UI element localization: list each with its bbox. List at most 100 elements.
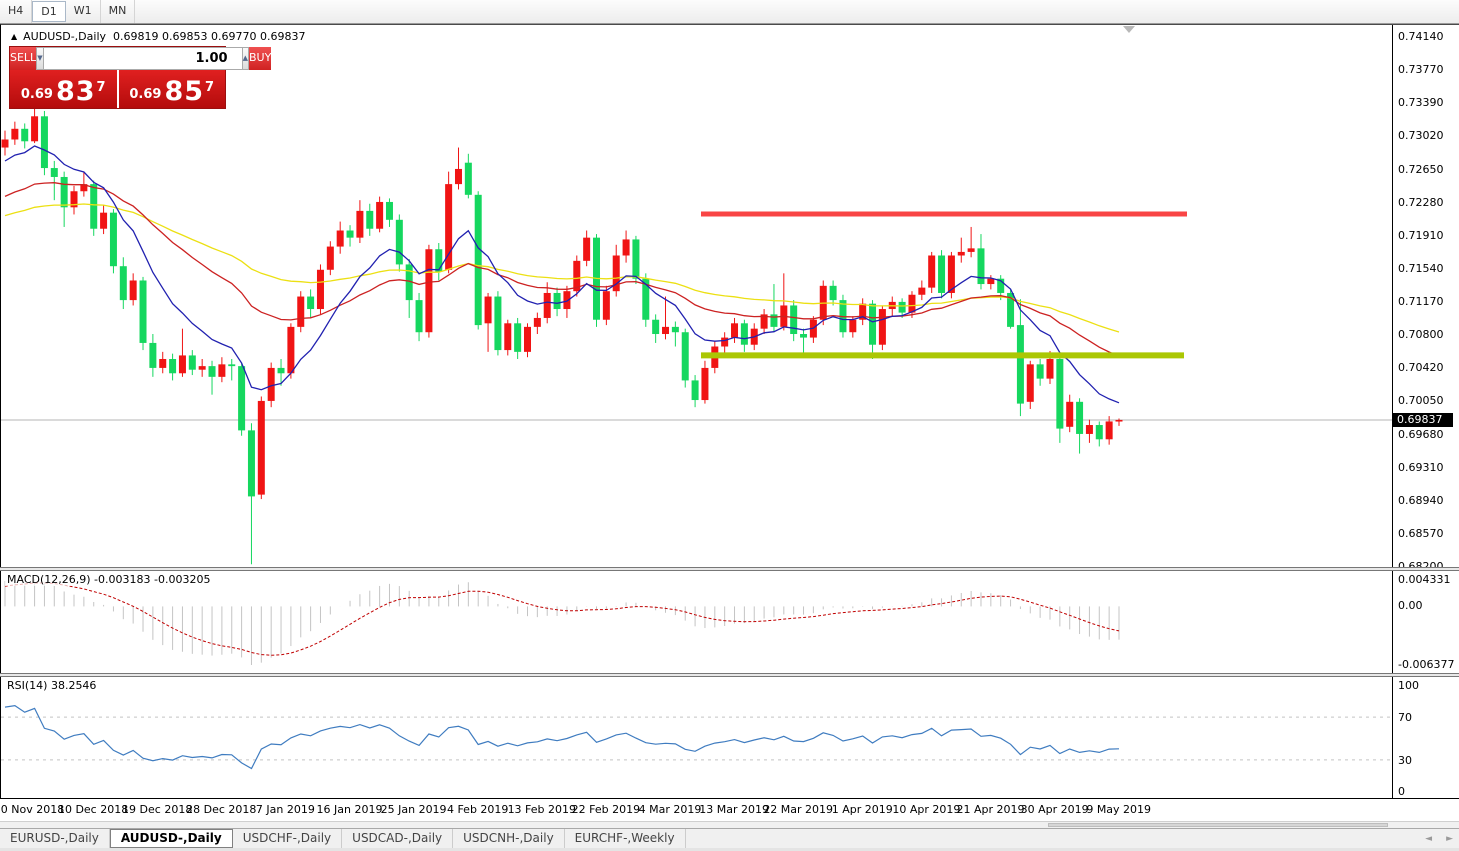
sell-price-display[interactable]: 0.69 83 7 <box>10 70 117 108</box>
volume-decrease-button[interactable]: ▼ <box>36 47 44 70</box>
chart-tab-usdcnh[interactable]: USDCNH-,Daily <box>453 829 565 848</box>
macd-axis-label: 0.00 <box>1398 599 1423 613</box>
price-axis-label: 0.69310 <box>1398 460 1444 474</box>
price-axis-label: 0.72650 <box>1398 162 1444 176</box>
chart-title: ▲ AUDUSD-,Daily 0.69819 0.69853 0.69770 0… <box>11 30 305 43</box>
chart-tab-usdchf[interactable]: USDCHF-,Daily <box>233 829 343 848</box>
rsi-axis: 100 70 30 0 <box>1392 677 1459 798</box>
rsi-chart <box>1 704 1392 770</box>
sell-price-big: 83 <box>55 76 96 107</box>
price-axis: 0.74140 0.73770 0.73390 0.73020 0.72650 0.722… <box>1392 25 1459 573</box>
price-axis-label: 0.73390 <box>1398 96 1444 110</box>
price-axis-label: 0.74140 <box>1398 30 1444 43</box>
tab-scroll-left-icon[interactable]: ◄ <box>1425 833 1433 844</box>
date-axis-label: 25 Jan 2019 <box>380 803 447 816</box>
volume-increase-button[interactable]: ▲ <box>241 47 249 70</box>
current-price-tag: 0.69837 <box>1393 412 1453 427</box>
date-axis: 30 Nov 2018 10 Dec 2018 19 Dec 2018 28 Dec … <box>0 798 1459 821</box>
price-axis-label: 0.69680 <box>1398 427 1444 441</box>
macd-axis: 0.004331 0.00 -0.006377 <box>1392 571 1459 673</box>
date-axis-label: 21 Apr 2019 <box>956 803 1025 816</box>
sell-price-pip: 7 <box>96 80 106 95</box>
macd-axis-label: -0.006377 <box>1398 658 1455 671</box>
sell-price-prefix: 0.69 <box>20 87 53 102</box>
price-axis-label: 0.73770 <box>1398 63 1444 77</box>
date-axis-label: 10 Apr 2019 <box>892 803 961 816</box>
chart-tab-usdcad[interactable]: USDCAD-,Daily <box>342 829 454 848</box>
rsi-axis-label: 70 <box>1398 711 1412 725</box>
date-axis-label: 30 Apr 2019 <box>1020 803 1089 816</box>
chart-symbol-label: AUDUSD-,Daily <box>23 30 107 43</box>
panel-divider[interactable] <box>0 567 1459 571</box>
price-axis-label: 0.68940 <box>1398 493 1444 507</box>
price-chart-panel[interactable]: ▲ AUDUSD-,Daily 0.69819 0.69853 0.69770 0… <box>0 24 1459 573</box>
status-strip <box>0 848 1459 851</box>
date-axis-label: 7 Jan 2019 <box>255 803 315 816</box>
horizontal-scrollbar[interactable] <box>0 821 1459 828</box>
price-axis-label: 0.70420 <box>1398 361 1444 375</box>
price-axis-label: 0.70050 <box>1398 394 1444 408</box>
chart-tab-bar: EURUSD-,Daily AUDUSD-,Daily USDCHF-,Daily U… <box>0 828 1459 848</box>
date-axis-label: 16 Jan 2019 <box>316 803 383 816</box>
buy-price-pip: 7 <box>205 80 215 95</box>
candlestick-chart[interactable] <box>1 25 1392 567</box>
price-axis-label: 0.73020 <box>1398 129 1444 143</box>
date-axis-label: 13 Feb 2019 <box>507 803 577 816</box>
rsi-line <box>4 704 1120 770</box>
price-axis-label: 0.72280 <box>1398 195 1444 209</box>
timeframe-button-w1[interactable]: W1 <box>66 0 101 23</box>
rsi-panel[interactable]: RSI(14) 38.2546 100 70 30 0 <box>0 677 1459 798</box>
moving-average-10 <box>4 145 1120 404</box>
timeframe-button-mn[interactable]: MN <box>101 0 136 23</box>
timeframe-button-h4[interactable]: H4 <box>0 0 33 23</box>
date-axis-label: 4 Mar 2019 <box>638 803 702 816</box>
chart-ohlc-values: 0.69819 0.69853 0.69770 0.69837 <box>113 30 306 43</box>
buy-button[interactable]: BUY <box>248 47 272 70</box>
chart-tab-eurchf[interactable]: EURCHF-,Weekly <box>565 829 686 848</box>
price-axis-label: 0.71540 <box>1398 261 1444 275</box>
timeframe-toolbar: H4 D1 W1 MN <box>0 0 1459 24</box>
price-axis-label: 0.70800 <box>1398 328 1444 342</box>
date-axis-label: 22 Mar 2019 <box>763 803 834 816</box>
macd-label: MACD(12,26,9) -0.003183 -0.003205 <box>5 573 213 586</box>
rsi-label: RSI(14) 38.2546 <box>5 679 99 692</box>
timeframe-button-d1[interactable]: D1 <box>32 1 66 22</box>
price-axis-label: 0.68570 <box>1398 526 1444 540</box>
one-click-trade-panel: SELL ▼ ▲ BUY 0.69 83 7 0.69 85 7 <box>9 46 272 109</box>
date-axis-label: 30 Nov 2018 <box>0 803 65 816</box>
date-axis-label: 22 Feb 2019 <box>571 803 641 816</box>
volume-input[interactable] <box>43 47 242 70</box>
price-axis-label: 0.71170 <box>1398 295 1444 308</box>
rsi-axis-label: 30 <box>1398 753 1412 767</box>
sell-button[interactable]: SELL <box>10 47 37 70</box>
buy-price-big: 85 <box>164 76 205 107</box>
buy-price-display[interactable]: 0.69 85 7 <box>118 70 225 108</box>
rsi-axis-label: 0 <box>1398 785 1405 798</box>
chart-tab-eurusd[interactable]: EURUSD-,Daily <box>0 829 110 848</box>
date-axis-label: 28 Dec 2018 <box>186 803 257 816</box>
date-axis-label: 10 Dec 2018 <box>57 803 129 816</box>
chart-shift-marker-icon[interactable] <box>1123 26 1135 33</box>
macd-panel[interactable]: MACD(12,26,9) -0.003183 -0.003205 0.0043… <box>0 571 1459 673</box>
price-axis-label: 0.71910 <box>1398 228 1444 242</box>
rsi-axis-label: 100 <box>1398 679 1419 692</box>
moving-average-30 <box>4 182 1120 357</box>
date-axis-label: 13 Mar 2019 <box>699 803 769 816</box>
panel-divider[interactable] <box>0 673 1459 677</box>
date-axis-label: 9 May 2019 <box>1086 803 1152 816</box>
collapse-trade-panel-icon[interactable]: ▲ <box>11 32 18 41</box>
date-axis-label: 1 Apr 2019 <box>831 803 893 816</box>
tab-scroll-controls: ◄ ► <box>1425 829 1459 848</box>
date-axis-label: 4 Feb 2019 <box>446 803 509 816</box>
tab-scroll-right-icon[interactable]: ► <box>1446 833 1453 844</box>
moving-average-60 <box>4 203 1120 333</box>
macd-axis-label: 0.004331 <box>1398 573 1451 586</box>
macd-chart <box>4 579 1120 665</box>
chart-window: ▲ AUDUSD-,Daily 0.69819 0.69853 0.69770 0… <box>0 24 1459 851</box>
date-axis-label: 19 Dec 2018 <box>122 803 193 816</box>
chart-tab-audusd[interactable]: AUDUSD-,Daily <box>109 829 233 848</box>
buy-price-prefix: 0.69 <box>129 87 162 102</box>
scrollbar-thumb[interactable] <box>1048 823 1388 827</box>
macd-signal-line <box>4 582 1120 656</box>
